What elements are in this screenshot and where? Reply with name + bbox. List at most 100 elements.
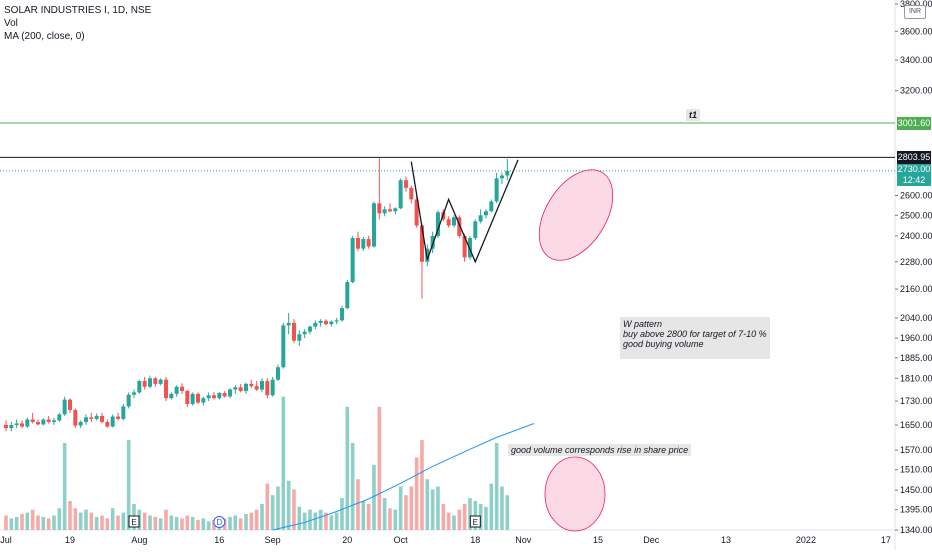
- volume-bar: [318, 509, 323, 530]
- volume-bar: [78, 512, 83, 530]
- volume-bar: [382, 498, 387, 530]
- volume-bar: [185, 515, 190, 530]
- time-tick-label: Sep: [265, 535, 281, 545]
- volume-bar: [441, 503, 446, 530]
- candle-body: [153, 378, 158, 384]
- volume-bar: [169, 515, 174, 530]
- price-label-target: 3001.60: [897, 116, 931, 130]
- candle-body: [35, 421, 40, 425]
- candle-body: [222, 392, 227, 397]
- volume-bar: [366, 503, 371, 530]
- candle-body: [67, 399, 72, 410]
- candle-body: [195, 393, 200, 403]
- volume-bar: [430, 489, 435, 530]
- ma-indicator-label[interactable]: MA (200, close, 0): [4, 31, 85, 42]
- volume-bar: [308, 509, 312, 530]
- earnings-marker-label: E: [473, 518, 478, 527]
- volume-bar: [361, 501, 366, 530]
- candle-body: [227, 389, 232, 397]
- candle-body: [435, 212, 440, 236]
- symbol-title[interactable]: SOLAR INDUSTRIES I, 1D, NSE: [4, 5, 152, 16]
- candle-body: [451, 217, 456, 226]
- volume-bar: [73, 508, 78, 530]
- candle-body: [393, 208, 398, 212]
- volume-indicator-label[interactable]: Vol: [4, 18, 18, 29]
- candle-body: [57, 414, 62, 421]
- candle-body: [483, 211, 488, 216]
- time-tick-label: 2022: [796, 535, 816, 545]
- volume-bar: [238, 518, 243, 530]
- price-tick-label: 1885.00: [900, 353, 932, 363]
- volume-bar: [350, 443, 355, 530]
- volume-bar: [265, 483, 270, 530]
- volume-bar: [164, 509, 168, 530]
- w-pattern-note[interactable]: W pattern buy above 2800 for target of 7…: [620, 317, 770, 359]
- candle-body: [19, 423, 24, 427]
- volume-bar: [398, 486, 403, 530]
- target-label-t1[interactable]: t1: [686, 109, 701, 121]
- candle-body: [467, 238, 472, 258]
- volume-bar: [105, 518, 110, 530]
- candle-body: [323, 320, 328, 325]
- candle-body: [371, 203, 376, 247]
- candle-body: [206, 395, 211, 399]
- volume-bar: [158, 518, 163, 530]
- volume-bar: [393, 509, 398, 530]
- volume-bar: [436, 486, 440, 530]
- price-tick-label: 3400.00: [900, 55, 932, 65]
- time-tick-label: Aug: [131, 535, 147, 545]
- candle-body: [243, 383, 248, 391]
- candle-body: [147, 378, 152, 387]
- candle-body: [83, 417, 88, 422]
- candle-body: [14, 423, 19, 425]
- volume-bar: [84, 509, 88, 530]
- candle-body: [398, 180, 403, 209]
- candle-body: [494, 178, 499, 202]
- candle-body: [419, 225, 424, 262]
- volume-bar: [489, 483, 494, 530]
- volume-note[interactable]: good volume corresponds rise in share pr…: [508, 444, 692, 456]
- volume-bar: [228, 516, 232, 530]
- dividend-marker: [213, 516, 226, 528]
- volume-bar: [297, 506, 302, 530]
- volume-bar: [276, 486, 280, 530]
- candle-body: [131, 392, 136, 395]
- price-tick-label: 2500.00: [900, 210, 932, 220]
- volume-bar: [324, 512, 328, 530]
- time-tick-label: 20: [342, 535, 352, 545]
- volume-bar: [468, 498, 472, 530]
- candle-body: [185, 390, 190, 405]
- candle-body: [270, 379, 275, 396]
- volume-bar: [20, 514, 24, 530]
- candle-body: [275, 367, 280, 380]
- volume-bar: [505, 495, 510, 530]
- candle-body: [169, 393, 174, 399]
- note-line-3: good buying volume: [623, 339, 704, 349]
- volume-bar: [25, 512, 30, 530]
- volume-bar: [420, 440, 424, 530]
- volume-bar: [4, 515, 8, 530]
- currency-badge[interactable]: INR: [904, 5, 926, 19]
- price-tick-label: 1340.00: [900, 525, 932, 535]
- time-tick-label: Dec: [643, 535, 660, 545]
- candle-body: [334, 320, 339, 322]
- volume-bar: [121, 512, 126, 530]
- candle-body: [163, 379, 168, 399]
- candle-body: [62, 399, 67, 415]
- candle-body: [286, 322, 291, 326]
- time-tick-label: Jul: [0, 535, 12, 545]
- volume-bar: [148, 515, 152, 530]
- candle-body: [46, 419, 51, 422]
- candle-body: [174, 386, 179, 394]
- candle-body: [115, 416, 120, 419]
- time-tick-label: 15: [593, 535, 603, 545]
- time-tick-label: 18: [470, 535, 480, 545]
- price-tick-label: 1570.00: [900, 445, 932, 455]
- volume-bar: [174, 516, 179, 530]
- volume-bar: [201, 518, 206, 530]
- candle-body: [265, 381, 270, 396]
- volume-bar: [457, 509, 462, 530]
- candle-body: [158, 379, 163, 384]
